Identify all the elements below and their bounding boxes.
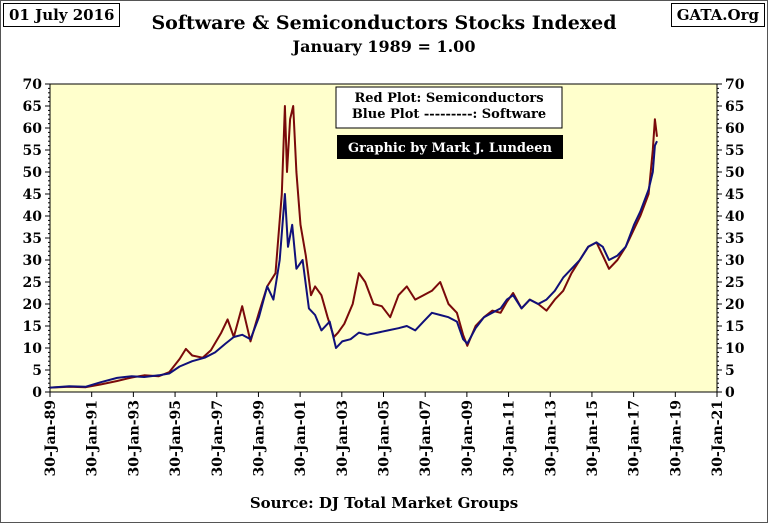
- y-tick-label-right: 45: [725, 187, 744, 203]
- y-tick-label-left: 45: [23, 187, 42, 203]
- y-tick-label-left: 0: [32, 385, 42, 401]
- credit-box: [337, 135, 563, 159]
- y-tick-label-right: 60: [725, 121, 745, 137]
- y-tick-label-left: 20: [23, 297, 43, 313]
- x-tick-label: 30-Jan-93: [126, 400, 142, 476]
- y-tick-label-left: 5: [32, 363, 42, 379]
- y-tick-label-right: 25: [725, 275, 744, 291]
- x-tick-label: 30-Jan-17: [627, 400, 643, 476]
- x-tick-label: 30-Jan-05: [377, 400, 393, 476]
- y-tick-label-left: 40: [23, 209, 43, 225]
- y-tick-label-right: 20: [725, 297, 745, 313]
- y-tick-label-left: 15: [23, 319, 42, 335]
- y-tick-label-right: 0: [725, 385, 735, 401]
- x-tick-label: 30-Jan-91: [85, 400, 101, 476]
- x-tick-label: 30-Jan-13: [543, 400, 559, 476]
- x-tick-label: 30-Jan-19: [668, 400, 684, 476]
- date-label: 01 July 2016: [3, 3, 121, 27]
- y-tick-label-left: 65: [23, 99, 42, 115]
- x-tick-label: 30-Jan-95: [168, 400, 184, 476]
- x-tick-label: 30-Jan-09: [460, 400, 476, 476]
- series-group: [49, 105, 658, 389]
- source-label: Source: DJ Total Market Groups: [249, 494, 519, 512]
- x-tick-label: 30-Jan-99: [251, 400, 267, 476]
- y-tick-label-left: 55: [23, 143, 42, 159]
- x-tick-label: 30-Jan-07: [418, 400, 434, 476]
- series-line-software: [49, 140, 658, 389]
- chart-subtitle: January 1989 = 1.00: [292, 37, 476, 56]
- legend-line-software: Blue Plot ---------: Software: [352, 107, 546, 122]
- y-tick-label-left: 35: [23, 231, 42, 247]
- legend: Red Plot: Semiconductors Blue Plot -----…: [335, 86, 563, 159]
- series-line-semiconductors: [49, 105, 658, 389]
- y-tick-label-left: 70: [23, 77, 43, 93]
- y-tick-label-left: 25: [23, 275, 42, 291]
- y-tick-label-left: 60: [23, 121, 43, 137]
- y-tick-label-left: 50: [23, 165, 43, 181]
- x-tick-label: 30-Jan-89: [43, 400, 59, 476]
- y-tick-label-right: 5: [725, 363, 735, 379]
- x-tick-label: 30-Jan-97: [210, 400, 226, 476]
- y-tick-label-right: 30: [725, 253, 745, 269]
- chart-title: Software & Semiconductors Stocks Indexed: [151, 12, 617, 34]
- y-tick-label-right: 15: [725, 319, 744, 335]
- y-tick-label-left: 10: [23, 341, 43, 357]
- legend-box: [335, 86, 563, 129]
- x-tick-label: 30-Jan-03: [335, 400, 351, 476]
- site-label: GATA.Org: [670, 3, 765, 27]
- y-tick-label-right: 55: [725, 143, 744, 159]
- x-tick-label: 30-Jan-21: [710, 400, 726, 476]
- y-tick-label-right: 70: [725, 77, 745, 93]
- x-tick-label: 30-Jan-11: [502, 400, 518, 476]
- credit-text: Graphic by Mark J. Lundeen: [348, 141, 553, 156]
- y-tick-label-right: 10: [725, 341, 745, 357]
- y-tick-label-right: 65: [725, 99, 744, 115]
- plot-area: [49, 83, 718, 393]
- x-tick-label: 30-Jan-01: [293, 400, 309, 476]
- legend-line-semiconductors: Red Plot: Semiconductors: [354, 91, 543, 106]
- y-tick-label-right: 40: [725, 209, 745, 225]
- y-tick-label-left: 30: [23, 253, 43, 269]
- x-tick-label: 30-Jan-15: [585, 400, 601, 476]
- y-tick-label-right: 35: [725, 231, 744, 247]
- y-tick-label-right: 50: [725, 165, 745, 181]
